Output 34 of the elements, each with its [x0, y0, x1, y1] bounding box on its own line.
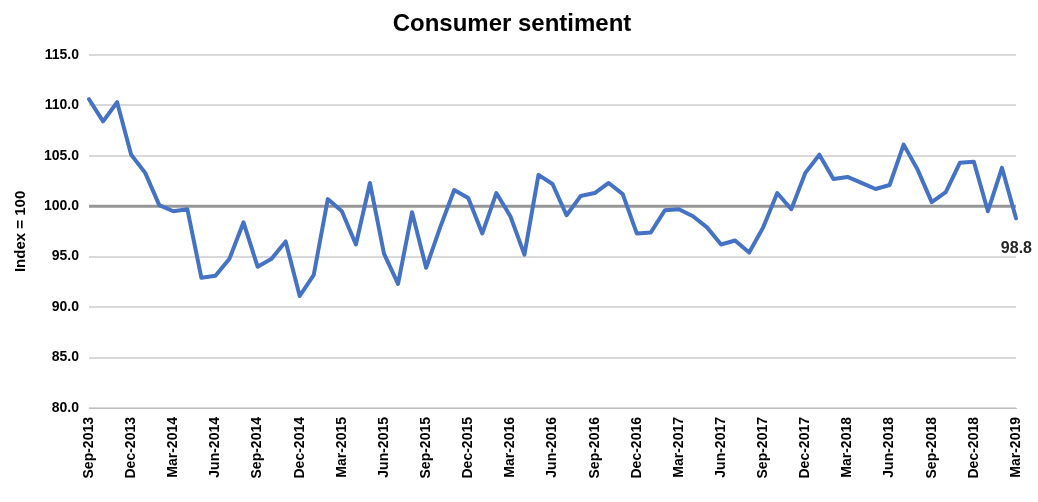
x-tick-label: Sep-2018 — [922, 416, 939, 479]
x-tick-label: Dec-2015 — [459, 416, 476, 479]
y-tick-label: 110.0 — [44, 96, 80, 113]
x-tick-label: Jun-2014 — [206, 416, 223, 478]
x-tick-label: Jun-2018 — [880, 416, 897, 478]
y-tick-label: 115.0 — [44, 45, 80, 62]
y-tick-label: 80.0 — [51, 398, 80, 415]
x-tick-label: Jun-2017 — [711, 416, 728, 478]
x-tick-label: Jun-2016 — [543, 416, 560, 478]
x-tick-label: Dec-2017 — [796, 416, 813, 479]
x-tick-label: Mar-2016 — [501, 416, 518, 478]
y-axis-title: Index = 100 — [11, 190, 29, 273]
chart-title: Consumer sentiment — [392, 9, 632, 37]
y-tick-label: 105.0 — [43, 146, 80, 163]
x-tick-label: Dec-2013 — [122, 416, 139, 479]
x-tick-label: Sep-2013 — [79, 416, 96, 479]
x-tick-label: Sep-2014 — [248, 416, 265, 479]
y-tick-label: 100.0 — [43, 197, 80, 214]
x-tick-label: Sep-2016 — [585, 416, 602, 479]
x-tick-label: Sep-2017 — [754, 416, 771, 479]
y-tick-label: 85.0 — [51, 348, 80, 365]
x-tick-label: Dec-2018 — [964, 416, 981, 479]
x-tick-label: Jun-2015 — [374, 416, 391, 478]
x-tick-label: Mar-2017 — [669, 416, 686, 478]
y-tick-label: 90.0 — [51, 297, 80, 314]
data-label: 98.8 — [1000, 238, 1033, 256]
x-tick-label: Dec-2014 — [290, 416, 307, 479]
y-tick-label: 95.0 — [51, 247, 80, 264]
x-tick-label: Sep-2015 — [416, 416, 433, 479]
x-tick-label: Mar-2018 — [838, 416, 855, 478]
x-tick-label: Mar-2014 — [164, 416, 181, 478]
x-tick-label: Mar-2015 — [332, 416, 349, 478]
x-tick-label: Mar-2019 — [1006, 416, 1023, 478]
x-tick-label: Dec-2016 — [627, 416, 644, 479]
